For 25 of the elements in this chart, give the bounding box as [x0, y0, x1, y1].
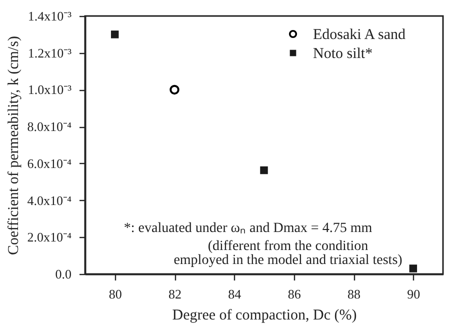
y-tick-label: 4.0x10⁻⁴	[27, 192, 72, 208]
point	[170, 84, 180, 95]
legend-label: Edosaki A sand	[313, 27, 406, 43]
annotation: employed in the model and triaxial tests)	[174, 253, 403, 268]
y-tick-label: 1.2x10⁻³	[28, 45, 72, 60]
point	[409, 264, 418, 272]
annotation: (different from the condition	[208, 239, 368, 254]
x-axis-title: Degree of compaction, Dc (%)	[172, 308, 357, 324]
y-tick-label: 6.0x10⁻⁴	[27, 156, 72, 171]
y-tick-label: 2.0x10⁻⁴	[27, 230, 72, 245]
x-tick-label: 80	[108, 286, 122, 302]
y-axis-title: Coefficient of permeability, k (cm/s)	[6, 36, 22, 256]
legend-label: Noto silt*	[313, 46, 373, 62]
annotation: *: evaluated under ωₙ and Dmax = 4.75 mm	[124, 221, 372, 236]
point	[110, 30, 119, 38]
y-tick-label: 0.0	[55, 266, 72, 282]
x-tick-label: 90	[407, 286, 420, 302]
y-tick-label: 1.0x10⁻³	[28, 82, 72, 98]
point	[260, 166, 268, 174]
x-tick-label: 86	[288, 286, 302, 302]
x-tick-label: 84	[228, 286, 242, 302]
x-tick-label: 82	[168, 286, 182, 302]
x-tick-label: 88	[348, 286, 360, 302]
y-tick-label: 1.4x10⁻³	[28, 8, 72, 24]
y-tick-label: 8.0x10⁻⁴	[27, 119, 72, 134]
